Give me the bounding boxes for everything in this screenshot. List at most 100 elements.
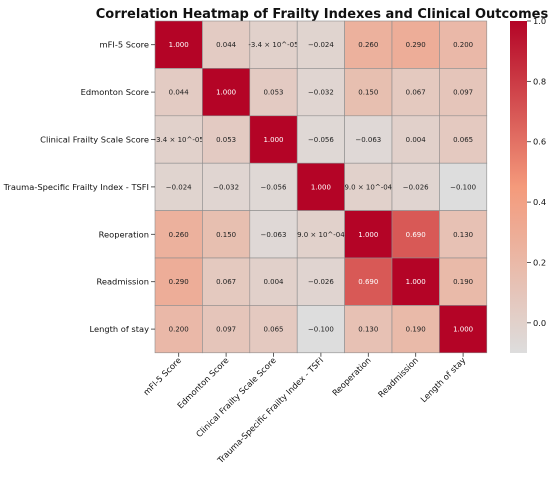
heatmap-cell [202, 257, 251, 306]
heatmap-cell [202, 162, 251, 211]
cell-annotation: 0.004 [406, 136, 427, 144]
cell-annotation: −0.026 [403, 183, 429, 191]
heatmap-cell [439, 257, 488, 306]
cell-annotation: 0.150 [216, 231, 236, 239]
heatmap-cell [154, 162, 203, 211]
cell-annotation: 1.000 [358, 231, 378, 239]
heatmap-cell [296, 162, 345, 211]
heatmap-cell [344, 115, 393, 164]
cell-annotation: 1.000 [169, 41, 189, 49]
heatmap-cell [154, 257, 203, 306]
cell-annotation: 0.130 [453, 231, 473, 239]
heatmap-cell [391, 162, 440, 211]
heatmap-cell [344, 305, 393, 354]
cells-layer: 1.000 0.044 -3.4 × 10^-05 −0.024 0.260 0.290 0… [154, 20, 488, 354]
heatmap-cell [439, 115, 488, 164]
y-tick-label: Clinical Frailty Scale Score [40, 135, 149, 145]
cell-annotation: 0.260 [169, 231, 189, 239]
heatmap-cell [249, 68, 298, 117]
colorbar-tick-label: 1.0 [533, 16, 546, 26]
heatmap-cell [439, 68, 488, 117]
colorbar-tick-label: 0.2 [533, 257, 546, 267]
heatmap-cell [249, 210, 298, 259]
heatmap-cell [202, 115, 251, 164]
heatmap-cell [344, 20, 393, 69]
colorbar-tick-label: 0.8 [533, 76, 546, 86]
cell-annotation: 0.065 [263, 326, 283, 334]
cell-annotation: 0.067 [216, 278, 236, 286]
cell-annotation: −0.100 [450, 183, 476, 191]
cell-annotation: −0.056 [308, 136, 334, 144]
chart-title: Correlation Heatmap of Frailty Indexes a… [96, 7, 549, 22]
colorbar-tick-label: 0.0 [533, 318, 546, 328]
cell-annotation: -3.4 × 10^-05 [248, 41, 298, 49]
cell-annotation: 1.000 [216, 89, 236, 97]
cell-annotation: -3.4 × 10^-05 [154, 136, 204, 144]
x-tick-label: Readmission [376, 355, 420, 399]
cell-annotation: 1.000 [311, 183, 331, 191]
heatmap-cell [296, 257, 345, 306]
cell-annotation: 0.130 [358, 326, 378, 334]
heatmap-cell [249, 115, 298, 164]
cell-annotation: −0.032 [213, 183, 239, 191]
cell-annotation: −0.056 [261, 183, 287, 191]
heatmap-cell [296, 20, 345, 69]
cell-annotation: 0.150 [358, 89, 378, 97]
heatmap-cell [391, 115, 440, 164]
cell-annotation: 0.200 [169, 326, 189, 334]
cell-annotation: −0.032 [308, 89, 334, 97]
y-tick-label: Length of stay [90, 324, 150, 334]
heatmap-cell [154, 305, 203, 354]
cell-annotation: −0.024 [166, 183, 192, 191]
cell-annotation: −0.026 [308, 278, 334, 286]
heatmap-cell [296, 305, 345, 354]
cell-annotation: −0.024 [308, 41, 334, 49]
cell-annotation: 0.690 [406, 231, 426, 239]
colorbar: 0.0 0.2 0.4 0.6 0.8 1.0 [510, 16, 546, 353]
y-tick-label: Reoperation [99, 229, 149, 239]
heatmap-cell [249, 20, 298, 69]
cell-annotation: 0.290 [169, 278, 189, 286]
heatmap-cell [154, 210, 203, 259]
y-tick-label: Readmission [96, 277, 149, 287]
y-tick-label: Trauma-Specific Frailty Index - TSFI [3, 182, 149, 192]
cell-annotation: 9.0 × 10^-04 [344, 183, 392, 191]
colorbar-tick-label: 0.6 [533, 137, 546, 147]
y-tick-label: mFI-5 Score [100, 40, 149, 50]
x-tick-label: mFI-5 Score [141, 355, 183, 397]
cell-annotation: 0.065 [453, 136, 473, 144]
cell-annotation: 0.260 [358, 41, 378, 49]
cell-annotation: 9.0 × 10^-04 [297, 231, 345, 239]
cell-annotation: 0.053 [263, 89, 283, 97]
x-tick-label: Trauma-Specific Frailty Index - TSFI [215, 355, 326, 466]
cell-annotation: 0.290 [406, 41, 426, 49]
cell-annotation: 0.067 [406, 89, 426, 97]
cell-annotation: −0.063 [355, 136, 381, 144]
x-tick-label: Length of stay [418, 355, 467, 404]
x-tick-label: Edmonton Score [175, 355, 230, 410]
heatmap-cell [249, 305, 298, 354]
cell-annotation: 0.200 [453, 41, 473, 49]
cell-annotation: 1.000 [263, 136, 283, 144]
y-axis-labels: mFI-5 Score Edmonton Score Clinical Frailt… [3, 40, 155, 334]
cell-annotation: 0.044 [169, 89, 190, 97]
heatmap-cell [391, 68, 440, 117]
heatmap-cell [154, 20, 203, 69]
cell-annotation: 0.690 [358, 278, 378, 286]
cell-annotation: 0.190 [453, 278, 473, 286]
cell-annotation: 1.000 [453, 326, 473, 334]
cell-annotation: 0.097 [216, 326, 236, 334]
cell-annotation: −0.100 [308, 326, 334, 334]
cell-annotation: 0.044 [216, 41, 237, 49]
heatmap-cell [439, 162, 488, 211]
heatmap-cell [202, 20, 251, 69]
colorbar-tick-label: 0.4 [533, 197, 546, 207]
heatmap-cell [391, 20, 440, 69]
heatmap-cell [391, 305, 440, 354]
cell-annotation: 0.004 [263, 278, 284, 286]
x-tick-label: Reoperation [330, 355, 373, 398]
heatmap-cell [439, 305, 488, 354]
